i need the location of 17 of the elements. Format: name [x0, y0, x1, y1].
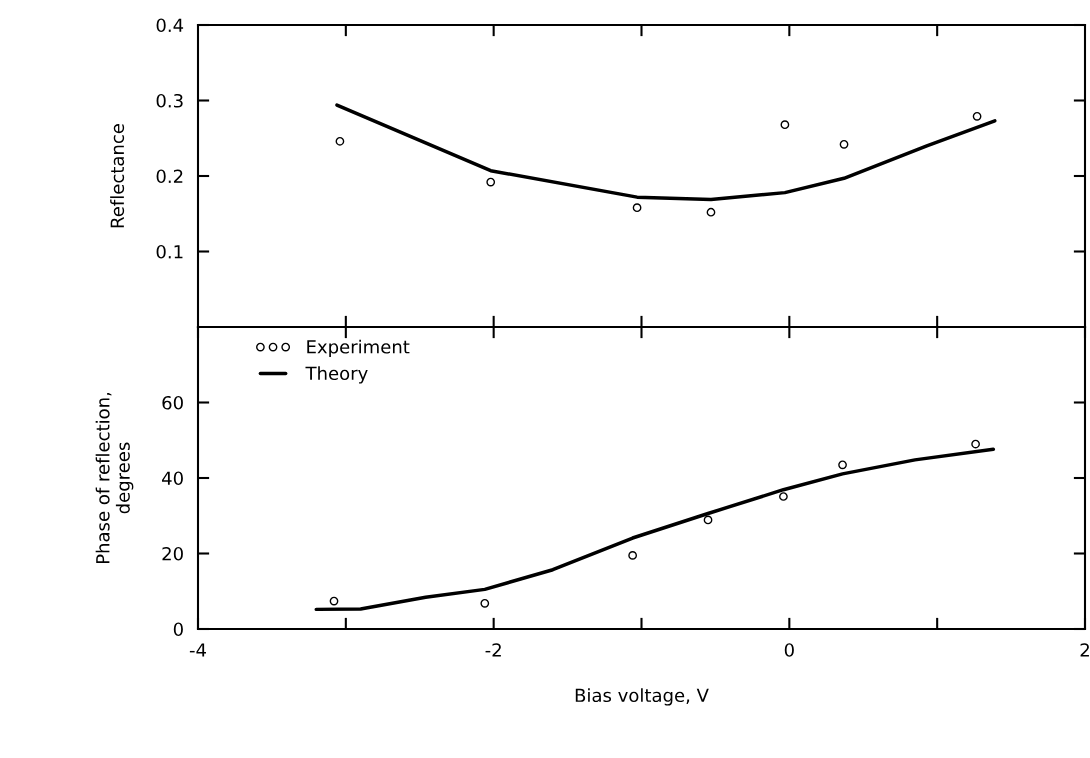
y-tick-label: 0.2 — [156, 169, 183, 184]
y-tick-label: 60 — [162, 395, 183, 410]
legend-label: Experiment — [307, 339, 410, 358]
y-tick-label: 0.4 — [156, 18, 184, 33]
x-tick-label: -4 — [189, 643, 206, 657]
y-tick-label: 0 — [173, 622, 183, 637]
y-axis-title: Phase of reflection, degrees — [95, 392, 134, 564]
legend-label: Theory — [305, 366, 368, 384]
y-tick-label: 0.3 — [156, 93, 183, 108]
x-tick-label: 0 — [784, 643, 794, 657]
y-tick-label: 0.1 — [156, 244, 183, 259]
y-axis-title: Reflectance — [110, 124, 125, 228]
x-tick-label: -2 — [485, 643, 501, 657]
x-tick-label: 2 — [1080, 643, 1089, 657]
y-tick-label: 20 — [162, 546, 183, 561]
x-axis-title: Bias voltage, V — [575, 688, 709, 706]
y-tick-label: 40 — [162, 471, 183, 486]
